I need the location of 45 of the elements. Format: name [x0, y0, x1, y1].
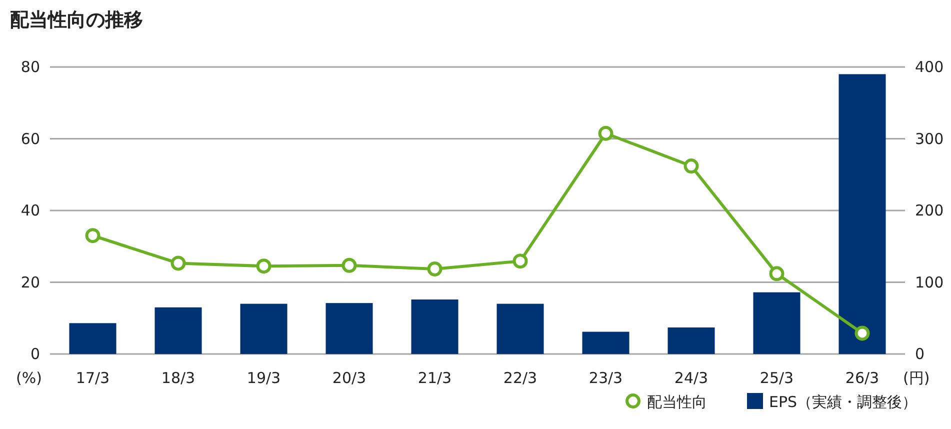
- x-tick-label: 17/3: [76, 369, 110, 387]
- point: [170, 256, 186, 271]
- bar: [411, 299, 458, 354]
- bar: [668, 327, 715, 354]
- point: [512, 254, 528, 269]
- y-tick-label: 0: [30, 345, 40, 363]
- y2-tick-label: 0: [915, 345, 925, 363]
- x-tick-label: 24/3: [674, 369, 708, 387]
- chart-title: 配当性向の推移: [10, 9, 143, 31]
- point: [342, 258, 357, 273]
- y-tick-label: 60: [20, 130, 40, 148]
- bar: [582, 332, 630, 354]
- y2-tick-label: 300: [915, 130, 944, 148]
- point: [256, 258, 272, 274]
- y2-tick-label: 200: [915, 202, 944, 220]
- point: [684, 158, 699, 174]
- x-tick-label: 18/3: [161, 369, 196, 387]
- y2-tick-label: 100: [915, 273, 944, 292]
- point: [85, 228, 100, 244]
- bar: [154, 307, 202, 354]
- bar: [496, 304, 544, 354]
- x-tick-label: 22/3: [503, 369, 538, 387]
- bar: [69, 323, 116, 354]
- point: [854, 326, 870, 341]
- y-tick-label: 80: [20, 58, 40, 76]
- legend-label: 配当性向: [647, 393, 707, 411]
- y2-tick-label: 400: [915, 58, 944, 76]
- y-tick-label: 20: [20, 273, 40, 292]
- x-tick-label: 26/3: [845, 369, 880, 387]
- bar: [753, 292, 800, 354]
- point: [769, 266, 784, 282]
- x-tick-label: 20/3: [332, 369, 366, 387]
- y2-axis-title: (円): [903, 369, 930, 387]
- point: [598, 126, 614, 141]
- bar: [326, 303, 373, 354]
- point: [427, 261, 442, 276]
- x-tick-label: 25/3: [760, 369, 794, 387]
- y-tick-label: 40: [20, 202, 40, 220]
- bar: [838, 74, 886, 354]
- bar: [240, 304, 288, 354]
- legend-label: EPS（実績・調整後）: [769, 393, 918, 411]
- x-tick-label: 21/3: [418, 369, 452, 387]
- y-axis-title: (%): [16, 369, 42, 387]
- x-tick-label: 23/3: [588, 369, 623, 387]
- x-tick-label: 19/3: [246, 369, 281, 387]
